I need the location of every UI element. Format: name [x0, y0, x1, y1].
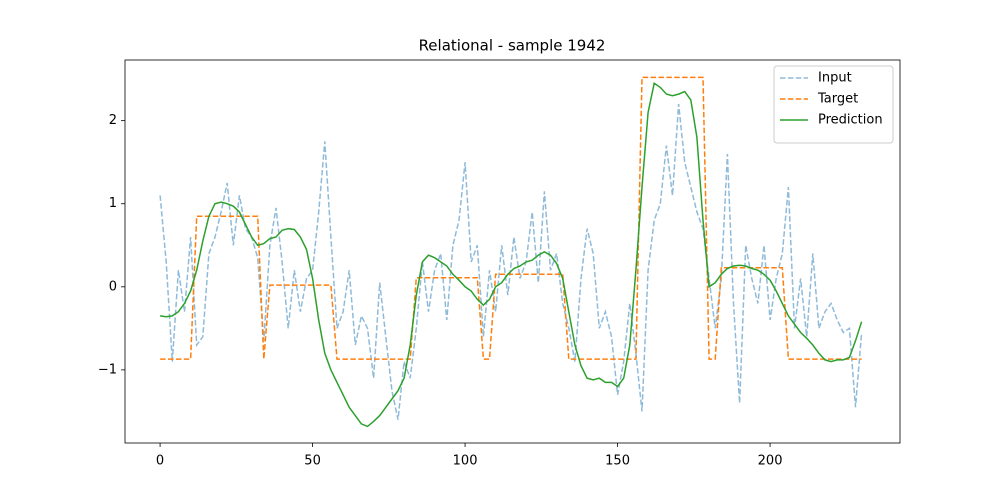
x-tick-label: 200: [758, 454, 783, 469]
axes-frame: [124, 59, 901, 444]
chart-title: Relational - sample 1942: [419, 37, 606, 55]
legend-label: Target: [817, 92, 858, 107]
y-tick-label: −1: [98, 362, 117, 377]
x-tick-label: 0: [156, 454, 164, 469]
x-tick-label: 150: [605, 454, 630, 469]
y-tick-label: 0: [109, 279, 117, 294]
legend-label: Prediction: [818, 113, 883, 128]
series-line: [160, 82, 863, 428]
y-tick-label: 1: [109, 196, 117, 211]
legend-label: Input: [818, 71, 852, 86]
legend: Input Target Prediction: [773, 65, 894, 144]
legend-box: [773, 65, 894, 144]
series-line: [159, 103, 863, 420]
x-tick-label: 100: [453, 454, 478, 469]
series-line: [160, 76, 862, 360]
x-tick-label: 50: [304, 454, 321, 469]
y-tick-label: 2: [109, 113, 117, 128]
